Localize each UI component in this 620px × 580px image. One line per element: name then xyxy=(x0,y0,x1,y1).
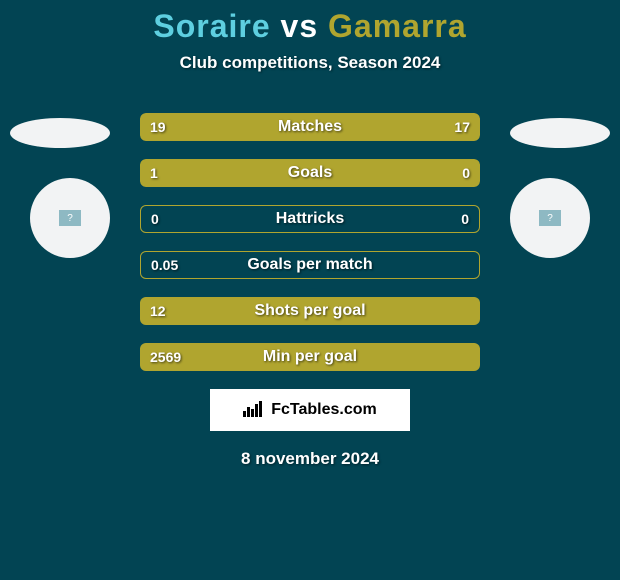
stat-label: Shots per goal xyxy=(140,297,480,325)
stat-value-left: 0 xyxy=(151,206,159,232)
stat-label: Hattricks xyxy=(141,206,479,232)
stat-value-right: 17 xyxy=(454,113,470,141)
footer-date: 8 november 2024 xyxy=(0,449,620,469)
player1-avatar: ? xyxy=(30,178,110,258)
brand-logo: FcTables.com xyxy=(210,389,410,431)
image-placeholder-icon: ? xyxy=(59,210,81,226)
image-placeholder-icon: ? xyxy=(539,210,561,226)
stats-panel: Matches1917Goals10Hattricks00Goals per m… xyxy=(140,113,480,371)
stat-value-left: 19 xyxy=(150,113,166,141)
stat-row: Hattricks0 0 xyxy=(140,205,480,233)
stat-row: Goals1 0 xyxy=(140,159,480,187)
player2-shadow-ellipse xyxy=(510,118,610,148)
stat-label: Goals xyxy=(140,159,480,187)
stat-value-right: 0 xyxy=(462,159,470,187)
player2-avatar: ? xyxy=(510,178,590,258)
brand-text: FcTables.com xyxy=(271,401,377,419)
stat-row: Goals per match0.05 xyxy=(140,251,480,279)
stat-value-left: 0.05 xyxy=(151,252,178,278)
stat-value-left: 12 xyxy=(150,297,166,325)
page-title: Soraire vs Gamarra xyxy=(0,0,620,45)
subtitle: Club competitions, Season 2024 xyxy=(0,53,620,73)
player1-name: Soraire xyxy=(153,8,270,44)
bar-chart-icon xyxy=(243,399,265,422)
stat-row: Shots per goal12 xyxy=(140,297,480,325)
stat-value-right: 0 xyxy=(461,206,469,232)
vs-text: vs xyxy=(281,8,319,44)
comparison-infographic: Soraire vs Gamarra Club competitions, Se… xyxy=(0,0,620,580)
stat-label: Min per goal xyxy=(140,343,480,371)
stat-value-left: 1 xyxy=(150,159,158,187)
stat-value-left: 2569 xyxy=(150,343,181,371)
stat-label: Goals per match xyxy=(141,252,479,278)
stat-label: Matches xyxy=(140,113,480,141)
player1-shadow-ellipse xyxy=(10,118,110,148)
stat-row: Matches19 17 xyxy=(140,113,480,141)
stat-row: Min per goal2569 xyxy=(140,343,480,371)
player2-name: Gamarra xyxy=(328,8,467,44)
